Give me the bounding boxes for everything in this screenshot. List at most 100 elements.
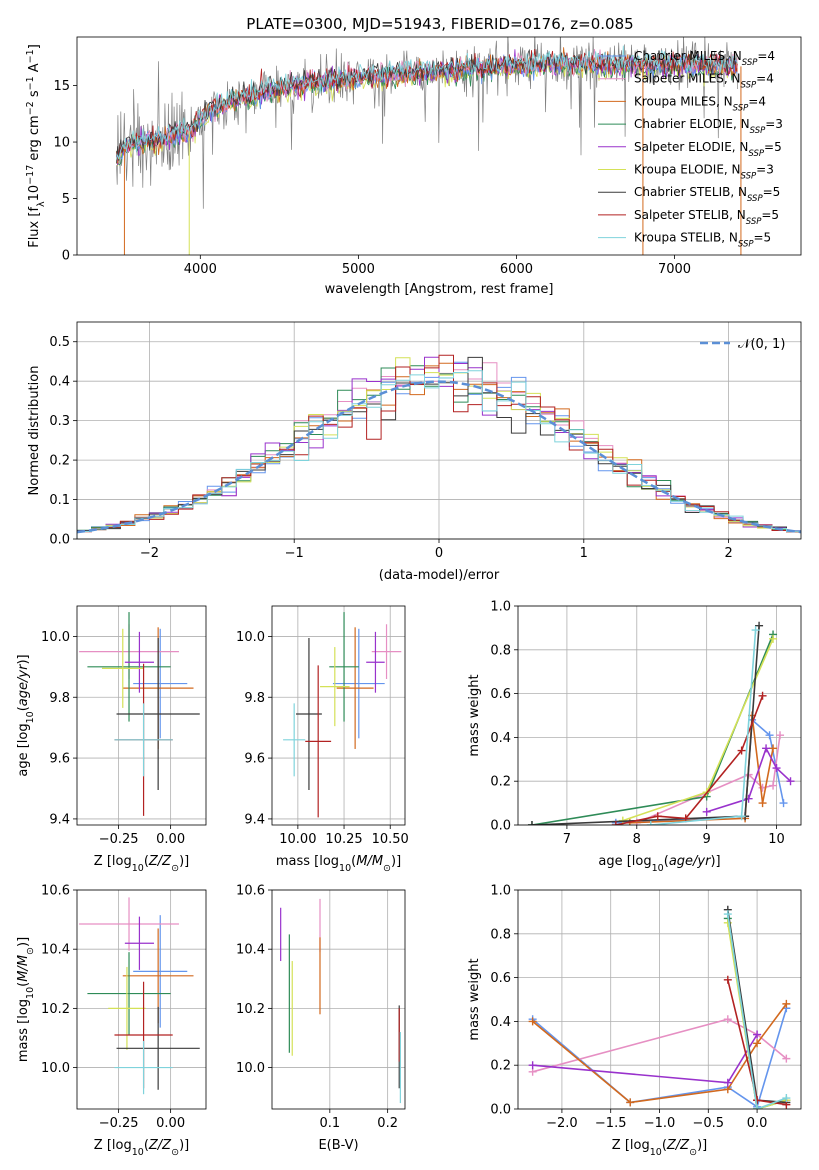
x-tick-label: 10 [768,832,785,847]
panel-residual_histogram: −2 −1 0 1 2 0.0 0.1 0.2 0.3 0.4 0.5 (data-model)/er… [27,321,802,583]
y-tick-label: 10.0 [41,1061,70,1076]
weight-series [532,1018,787,1073]
panel-mass_weight_vs_Z: −2.0 −1.5 −1.0 −0.5 0.0 0.0 0.2 0.4 0.6 0.8 1.0 Z [… [467,884,802,1158]
panel-mass_vs_Z: −0.25 0.00 10.0 10.2 10.4 10.6 Z [log10(Z/Z⊙)]… [16,884,207,1158]
weight-marker [723,975,732,984]
weight-marker [737,812,746,821]
y-tick-label: 10.2 [236,1002,265,1017]
y-tick-label: 10.4 [236,943,265,958]
errorbar-group [280,898,401,1104]
x-tick-label: 0.00 [156,1116,185,1131]
x-tick-label: −2 [140,546,159,561]
weight-marker [765,731,774,740]
weight-marker [626,1098,635,1107]
weight-marker [723,910,732,919]
x-tick-label: 0.1 [319,1116,340,1131]
weight-series [727,913,787,1109]
x-tick-label: 8 [633,832,641,847]
x-tick-label: 0.2 [377,1116,398,1131]
weight-marker [782,1094,791,1103]
y-tick-label: 9.8 [49,691,70,706]
weight-marker [769,781,778,790]
weight-marker [702,807,711,816]
plot-frame [271,605,406,826]
y-axis-label: mass [log10(M/M⊙)] [16,937,36,1062]
legend-entry: 𝒩(0, 1) [738,337,785,352]
x-tick-label: 2 [724,546,732,561]
y-tick-label: 0.5 [49,335,70,350]
x-tick-label: 0.00 [156,832,185,847]
x-axis-label: E(B-V) [318,1138,358,1153]
x-tick-label: −1 [285,546,304,561]
y-tick-label: 10.0 [41,630,70,645]
weight-marker [786,777,795,786]
errorbar-group [79,897,200,1095]
weight-marker [753,1030,762,1039]
model-spectrum [116,45,738,160]
weight-marker [751,626,760,635]
weight-marker [779,799,788,808]
x-tick-label: 6000 [500,262,533,277]
x-tick-label: −1.0 [644,1116,676,1131]
x-tick-label: −0.25 [99,1116,139,1131]
y-tick-label: 0 [62,249,70,264]
y-tick-label: 0.0 [490,819,511,834]
legend-entry: Salpeter ELODIE, NSSP=5 [634,140,782,159]
panel-mass_vs_ebv: 0.1 0.2 10.0 10.2 10.4 10.6 [236,884,406,1131]
weight-marker [723,1078,732,1087]
weight-marker [528,1017,537,1026]
panel-spectrum: 4000 5000 6000 7000 0 5 10 15 wavelength [Angstr… [25,36,802,297]
y-tick-label: 9.8 [244,691,265,706]
panel-age_vs_Z: −0.25 0.00 9.4 9.6 9.8 10.0 Z [log10(Z/Z⊙)] age… [16,605,207,874]
y-tick-label: 10.0 [236,1061,265,1076]
y-tick-label: 9.4 [49,812,70,827]
y-tick-label: 0.6 [490,971,511,986]
model-spectrum [116,52,738,166]
legend-entry: Kroupa STELIB, NSSP=5 [634,231,771,250]
weight-marker [782,999,791,1008]
x-axis-label: age [log10(age/yr)] [598,854,720,874]
weight-series [650,630,757,825]
x-tick-label: 5000 [342,262,375,277]
y-tick-label: 0.0 [490,1103,511,1118]
y-tick-label: 10.6 [236,884,265,899]
x-tick-label: 7000 [658,262,691,277]
y-tick-label: 0.2 [49,454,70,469]
plot-frame [517,605,802,826]
x-tick-label: 0 [435,546,443,561]
weight-marker [753,1096,762,1105]
y-axis-label: mass weight [467,958,482,1040]
legend-entry: Chabrier ELODIE, NSSP=3 [634,117,783,136]
legend-entry: Chabrier STELIB, NSSP=5 [634,185,780,204]
weight-marker [753,1105,762,1109]
gaussian-curve [77,380,801,534]
x-tick-label: −1.5 [595,1116,627,1131]
plot-frame [271,889,406,1110]
x-tick-label: 4000 [184,262,217,277]
y-tick-label: 0.2 [490,775,511,790]
histogram-series [77,370,801,539]
weight-lines [528,905,791,1109]
y-tick-label: 1.0 [490,884,511,899]
y-tick-label: 10 [53,136,70,151]
x-tick-label: 10.25 [325,832,362,847]
y-tick-label: 0.3 [49,414,70,429]
x-axis-label: (data-model)/error [379,568,500,583]
weight-marker [723,1015,732,1024]
x-axis-label: Z [log10(Z/Z⊙)] [94,854,189,874]
y-tick-label: 0.4 [490,731,511,746]
weight-series [531,634,774,825]
y-axis-label: Normed distribution [27,366,42,496]
y-tick-label: 9.6 [49,752,70,767]
weight-marker [527,821,536,825]
x-tick-label: 9 [703,832,711,847]
y-tick-label: 1.0 [490,600,511,615]
x-tick-label: 10.00 [279,832,316,847]
y-tick-label: 10.4 [41,943,70,958]
y-tick-label: 10.0 [236,630,265,645]
spectra-group [116,37,742,255]
errorbar-group [79,612,200,816]
weight-marker [776,731,785,740]
